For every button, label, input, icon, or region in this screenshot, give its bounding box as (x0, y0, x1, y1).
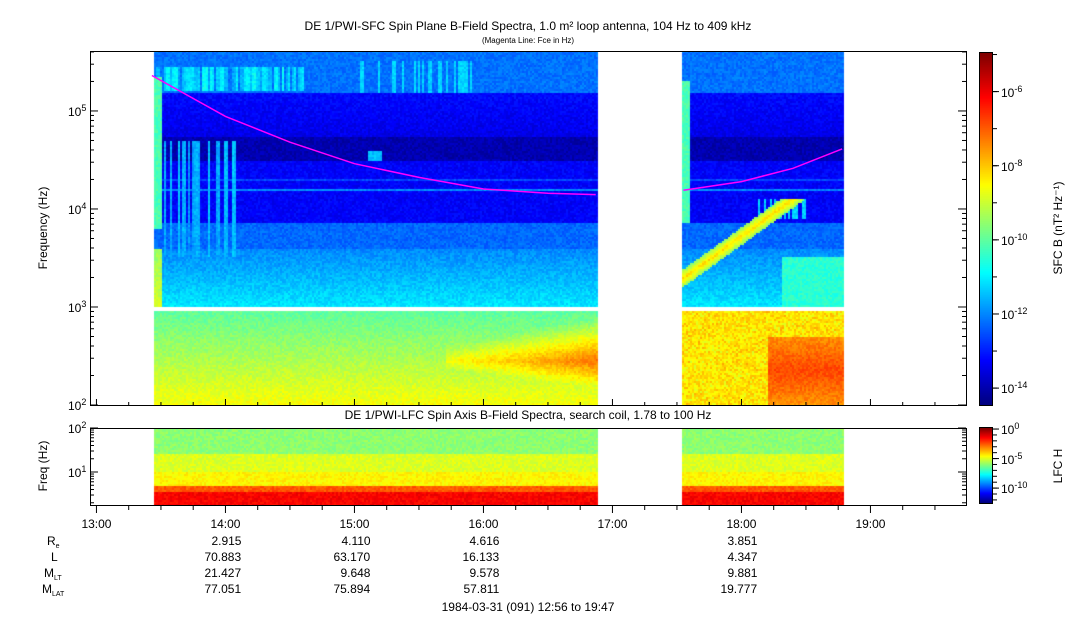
sfc-colorbar-tick-label: 10-12 (1001, 305, 1028, 322)
tick-label-base: 10 (1001, 159, 1015, 174)
ephemeris-label-subscript: LAT (52, 591, 65, 598)
lfc-colorbar-tick-label: 10-5 (1001, 450, 1023, 467)
ephemeris-row-label: MLAT (42, 582, 65, 598)
sfc-colorbar-tick-label: 10-14 (1001, 380, 1028, 397)
lfc-colorbar-tick-label: 10-10 (1001, 480, 1028, 497)
sfc-colorbar-tick-label: 10-10 (1001, 231, 1028, 248)
tick-label-base: 10 (1001, 85, 1015, 100)
ephemeris-value: 75.894 (333, 582, 371, 596)
tick-label-base: 10 (1001, 482, 1015, 497)
lfc-y-tick-label: 102 (68, 420, 87, 436)
sfc-y-tick-label: 105 (68, 102, 87, 119)
ephemeris-value: 3.851 (727, 534, 758, 548)
ephemeris-label-text: M (42, 582, 52, 596)
lfc-colorbar-label: LFC H (1051, 448, 1065, 484)
sfc-spectrogram-heatmap (90, 51, 966, 405)
lfc-colorbar-tick-label: 100 (1001, 421, 1020, 438)
time-tick-label: 19:00 (855, 517, 886, 531)
ephemeris-label-subscript: e (55, 543, 60, 550)
sfc-colorbar-label: SFC B (nT² Hz⁻¹) (1051, 181, 1065, 275)
fce-line-segment-1 (151, 74, 596, 196)
tick-label-exponent: 2 (81, 420, 87, 430)
tick-label-exponent: -10 (1014, 231, 1028, 242)
tick-label-exponent: -12 (1014, 305, 1028, 316)
ephemeris-label-text: M (44, 566, 54, 580)
tick-label-exponent: -5 (1014, 450, 1023, 461)
ephemeris-value: 9.648 (340, 566, 371, 580)
tick-label-exponent: 1 (81, 464, 87, 474)
tick-label-base: 10 (1001, 233, 1015, 248)
ephemeris-value: 9.881 (727, 566, 758, 580)
sfc-colorbar-tick-label: 10-8 (1001, 157, 1023, 174)
tick-label-base: 10 (1001, 307, 1015, 322)
time-tick-label: 13:00 (81, 517, 112, 531)
chart-subtitle: (Magenta Line: Fce in Hz) (481, 36, 575, 45)
sfc-y-tick-label: 102 (68, 397, 87, 413)
tick-label-exponent: 5 (81, 102, 87, 113)
tick-label-exponent: 0 (1014, 421, 1020, 432)
ephemeris-value: 4.110 (341, 534, 371, 548)
ephemeris-value: 70.883 (204, 550, 242, 564)
ephemeris-label-subscript: LT (54, 575, 62, 582)
ephemeris-value: 63.170 (333, 550, 371, 564)
time-tick-label: 15:00 (339, 517, 370, 531)
date-range-footer: 1984-03-31 (091) 12:56 to 19:47 (441, 600, 615, 614)
ephemeris-value: 21.427 (204, 566, 242, 580)
sfc-colorbar-frame (979, 52, 993, 406)
ephemeris-row-label: L (51, 551, 58, 563)
ephemeris-value: 9.578 (469, 566, 500, 580)
sfc-colorbar-tick-label: 10-6 (1001, 83, 1023, 100)
lfc-spectrogram-heatmap (90, 428, 966, 505)
tick-label-exponent: 4 (81, 200, 87, 211)
sfc-y-tick-label: 103 (68, 298, 87, 315)
lfc-colorbar-frame (979, 427, 993, 504)
lfc-y-axis-label: Freq (Hz) (36, 440, 50, 492)
tick-label-base: 10 (68, 202, 82, 217)
ephemeris-value: 4.347 (727, 550, 758, 564)
tick-label-exponent: 2 (81, 397, 87, 407)
ephemeris-label-text: L (51, 550, 58, 564)
tick-label-exponent: -6 (1014, 83, 1023, 94)
chart-title: DE 1/PWI-SFC Spin Plane B-Field Spectra,… (304, 19, 752, 33)
tick-label-exponent: -14 (1014, 380, 1028, 391)
tick-label-base: 10 (1001, 452, 1015, 467)
lfc-y-tick-label: 101 (68, 464, 87, 480)
sfc-y-tick-label: 104 (68, 200, 87, 217)
ephemeris-value: 77.051 (204, 582, 242, 596)
ephemeris-label-text: R (47, 534, 56, 548)
ephemeris-row-label: Re (47, 534, 60, 550)
tick-label-base: 10 (68, 300, 82, 315)
tick-label-base: 10 (1001, 423, 1015, 438)
time-tick-label: 16:00 (468, 517, 499, 531)
ephemeris-value: 16.133 (462, 550, 500, 564)
tick-label-base: 10 (68, 104, 82, 119)
ephemeris-value: 57.811 (463, 582, 500, 596)
lower-panel-title: DE 1/PWI-LFC Spin Axis B-Field Spectra, … (344, 408, 712, 422)
ephemeris-row-label: MLT (44, 566, 62, 582)
sfc-y-axis-label: Frequency (Hz) (36, 186, 50, 270)
sfc-colorbar (980, 53, 992, 405)
lfc-plot-frame (90, 428, 967, 506)
tick-label-base: 10 (1001, 382, 1015, 397)
time-tick-label: 14:00 (210, 517, 241, 531)
fce-line-segment-2 (683, 148, 843, 192)
ephemeris-value: 2.915 (211, 534, 242, 548)
tick-label-exponent: 3 (81, 298, 87, 309)
lfc-colorbar (980, 428, 992, 503)
ephemeris-value: 19.777 (720, 582, 758, 596)
tick-label-exponent: -8 (1014, 157, 1023, 168)
time-tick-label: 18:00 (726, 517, 757, 531)
time-tick-label: 17:00 (597, 517, 628, 531)
tick-label-base: 10 (68, 466, 82, 480)
tick-label-base: 10 (68, 399, 82, 413)
ephemeris-value: 4.616 (469, 534, 500, 548)
tick-label-exponent: -10 (1014, 480, 1028, 491)
tick-label-base: 10 (68, 422, 82, 436)
sfc-plot-frame (90, 51, 967, 406)
